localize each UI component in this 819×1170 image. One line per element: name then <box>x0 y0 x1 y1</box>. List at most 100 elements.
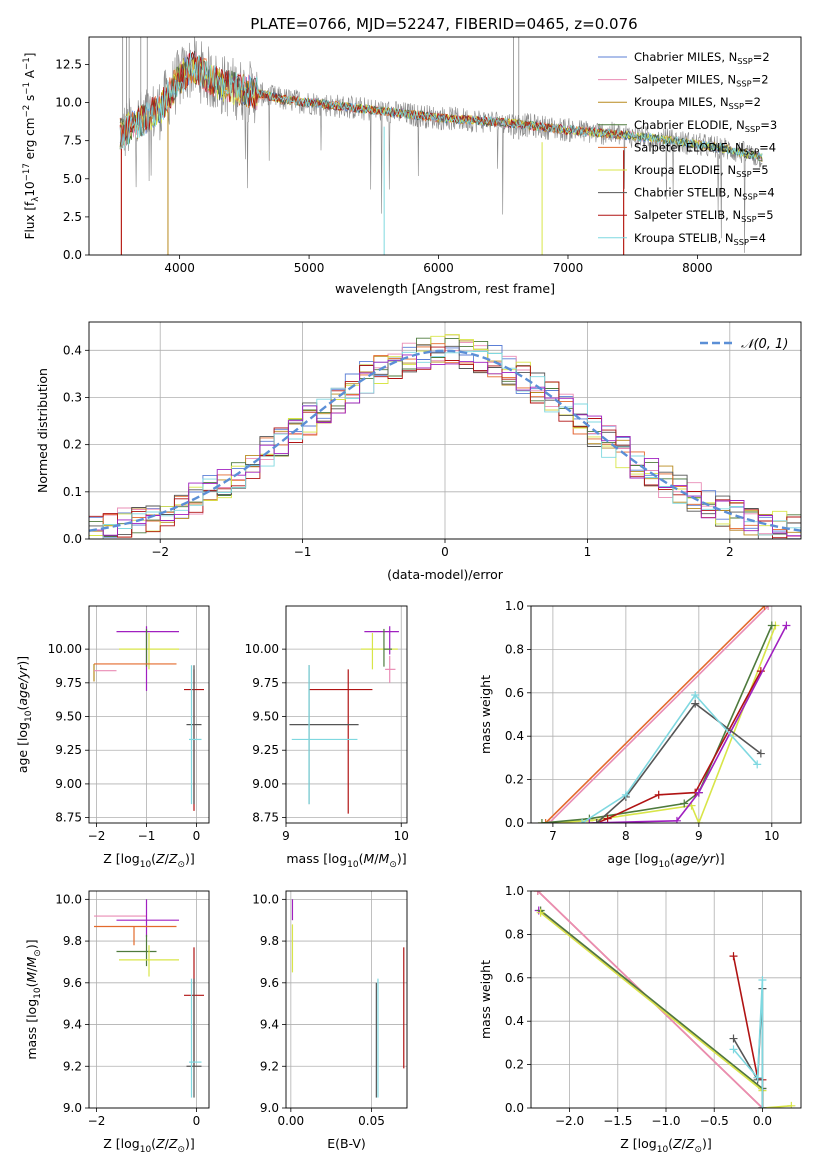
weight-line-chabrier-stelib <box>596 702 762 823</box>
mass-vs-ebv-panel: 0.00 0.05 9.0 9.2 9.4 9.6 9.8 10.0 E(B-V) <box>252 890 408 1151</box>
y-tick-label: 0.1 <box>63 485 82 499</box>
weight-marker <box>753 760 762 769</box>
weight-marker <box>764 606 773 610</box>
x-tick-label: 6000 <box>423 261 454 275</box>
y-tick-label: 9.4 <box>63 1018 82 1032</box>
y-tick-label: 10.0 <box>252 892 279 906</box>
axes-frame <box>285 605 408 824</box>
x-tick-label: 8 <box>622 829 630 843</box>
axes-frame <box>88 36 802 256</box>
x-tick-label: −0.5 <box>700 1114 729 1128</box>
y-tick-label: 0.4 <box>505 1014 524 1028</box>
y-tick-label: 0.0 <box>63 532 82 546</box>
axes-frame <box>530 890 802 1109</box>
x-tick-label: 10 <box>394 829 409 843</box>
x-tick-label: 7000 <box>553 261 584 275</box>
x-tick-label: 0 <box>193 1114 201 1128</box>
weight-marker <box>782 621 791 630</box>
massweight-vs-age-y-label: mass weight <box>478 675 493 754</box>
x-tick-label: 4000 <box>164 261 195 275</box>
weight-marker <box>680 799 689 808</box>
weight-marker <box>729 1034 738 1043</box>
weight-line-kroupa-stelib <box>732 979 764 1108</box>
x-tick-label: 7 <box>549 829 557 843</box>
spectrum-x-label: wavelength [Angstrom, rest frame] <box>335 281 555 296</box>
weight-marker <box>603 814 612 823</box>
age-vs-z-panel: −2 −1 0 8.75 9.00 9.25 9.50 9.75 10.00 Z [log10(Z… <box>15 605 210 870</box>
y-tick-label: 9.0 <box>260 1101 279 1115</box>
x-tick-label: −2.0 <box>555 1114 584 1128</box>
y-tick-label: 5.0 <box>63 172 82 186</box>
y-tick-label: 9.8 <box>63 934 82 948</box>
y-tick-label: 9.50 <box>55 710 82 724</box>
weight-line-kroupa-stelib <box>581 693 758 823</box>
x-tick-label: 1 <box>584 545 592 559</box>
spectrum-panel: 4000 5000 6000 7000 8000 0.0 2.5 5.0 7.5 10.0 12.5… <box>22 36 802 296</box>
y-tick-label: 10.0 <box>55 96 82 110</box>
y-tick-label: 10.00 <box>48 642 82 656</box>
age-vs-mass-plot-area <box>289 626 399 814</box>
x-tick-label: −2 <box>151 545 169 559</box>
y-tick-label: 9.25 <box>252 743 279 757</box>
weight-line-chabrier-stelib <box>732 988 764 1108</box>
weight-marker <box>654 790 663 799</box>
y-tick-label: 0.0 <box>505 816 524 830</box>
x-tick-label: 0 <box>441 545 449 559</box>
age-vs-mass-x-label: mass [log10(M/M⊙)] <box>286 851 406 870</box>
y-tick-label: 9.00 <box>252 777 279 791</box>
massweight-vs-age-x-label: age [log10(age/yr)] <box>607 851 724 870</box>
spectrum-legend: Chabrier MILES, NSSP=2 Salpeter MILES, NS… <box>598 50 777 247</box>
y-tick-label: 0.2 <box>63 438 82 452</box>
x-tick-label: −1 <box>294 545 312 559</box>
massweight-vs-z-y-label: mass weight <box>478 960 493 1039</box>
y-tick-label: 9.0 <box>63 1101 82 1115</box>
weight-marker <box>767 621 776 630</box>
mass-vs-z-x-label: Z [log10(Z/Z⊙)] <box>103 1136 195 1155</box>
axes-frame <box>88 321 802 540</box>
y-tick-label: 1.0 <box>505 884 524 898</box>
residuals-plot-area <box>89 334 801 539</box>
y-tick-label: 0.8 <box>505 642 524 656</box>
axes-frame <box>285 890 408 1109</box>
spectrum-y-label: Flux [fλ10−17 erg cm−2 s−1 A−1] <box>22 53 41 240</box>
y-tick-label: 9.6 <box>63 976 82 990</box>
mass-vs-z-panel: −2 0 9.0 9.2 9.4 9.6 9.8 10.0 Z [log10(Z/Z⊙)] mas… <box>24 890 210 1155</box>
massweight-vs-z-x-label: Z [log10(Z/Z⊙)] <box>620 1136 712 1155</box>
weight-marker <box>672 816 681 823</box>
y-tick-label: 0.2 <box>505 1058 524 1072</box>
histogram-step-extra-purple <box>89 354 801 537</box>
y-tick-label: 0.4 <box>63 343 82 357</box>
legend-entry: Chabrier STELIB, NSSP=4 <box>634 186 775 202</box>
weight-marker <box>585 819 594 823</box>
y-tick-label: 0.8 <box>505 927 524 941</box>
histogram-step-kroupa-stelib <box>89 351 801 539</box>
massweight-vs-age-plot-area <box>537 606 791 823</box>
spectrum-data-line <box>119 37 763 253</box>
x-tick-label: 2 <box>726 545 734 559</box>
weight-marker <box>541 819 550 823</box>
weight-line-extra-purple <box>589 625 788 823</box>
weight-marker <box>537 819 546 823</box>
spectrum-plot-area <box>119 37 763 255</box>
weight-marker <box>756 749 765 758</box>
legend-entry: Kroupa ELODIE, NSSP=5 <box>634 163 769 179</box>
y-tick-label: 12.5 <box>55 57 82 71</box>
y-tick-label: 9.75 <box>55 676 82 690</box>
y-tick-label: 7.5 <box>63 134 82 148</box>
x-tick-label: 9 <box>282 829 290 843</box>
y-tick-label: 9.75 <box>252 676 279 690</box>
y-tick-label: 8.75 <box>55 811 82 825</box>
y-tick-label: 9.8 <box>260 934 279 948</box>
age-vs-z-y-label: age [log10(age/yr)] <box>15 656 34 773</box>
y-tick-label: 10.0 <box>55 892 82 906</box>
weight-marker <box>760 606 769 610</box>
age-vs-mass-panel: 9 10 8.75 9.00 9.25 9.50 9.75 10.00 mass [log10(… <box>245 605 409 870</box>
y-tick-label: 0.0 <box>63 248 82 262</box>
y-tick-label: 0.6 <box>505 971 524 985</box>
y-tick-label: 8.75 <box>252 811 279 825</box>
residuals-x-label: (data-model)/error <box>387 567 504 582</box>
legend-entry: 𝒩(0, 1) <box>741 337 788 352</box>
legend-entry: Salpeter STELIB, NSSP=5 <box>634 208 774 224</box>
weight-marker <box>691 699 700 708</box>
y-tick-label: 9.2 <box>260 1059 279 1073</box>
